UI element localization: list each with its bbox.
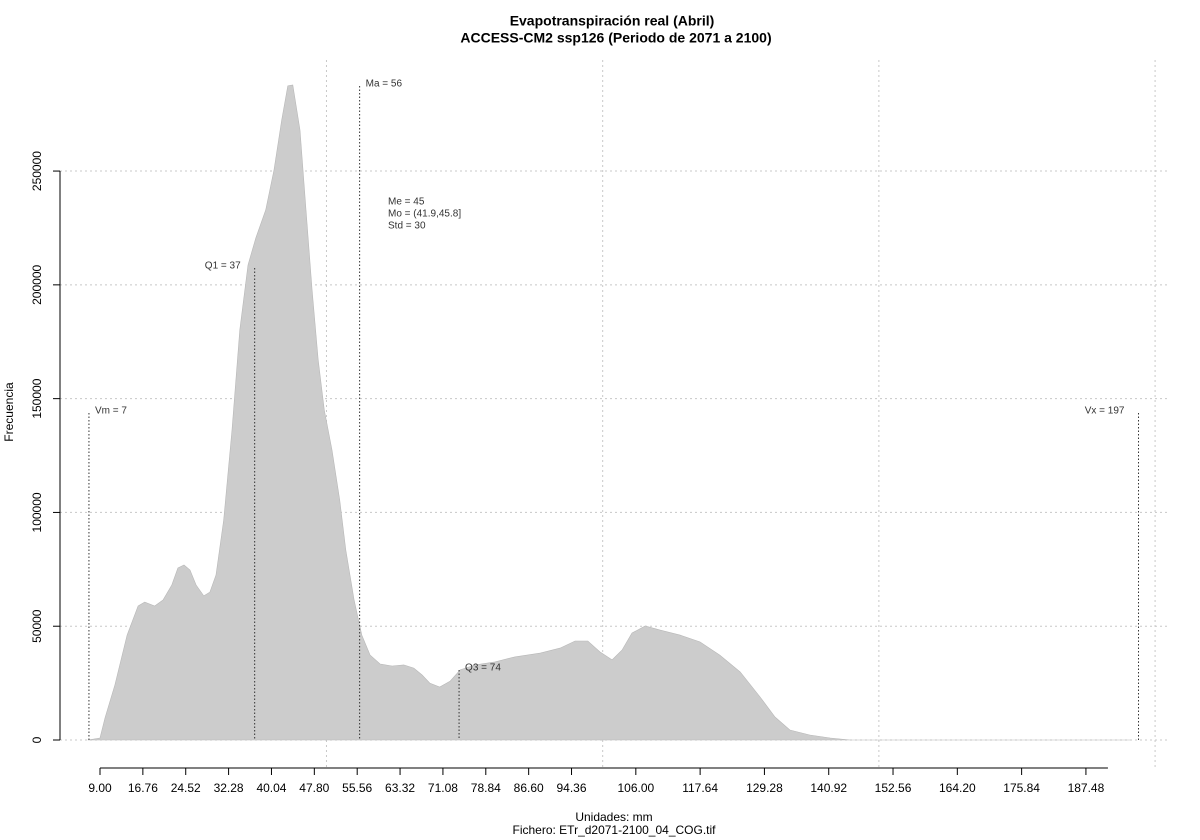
y-tick-label: 0 — [30, 736, 44, 743]
x-tick-label: 78.84 — [471, 781, 501, 795]
y-axis-label: Frecuencia — [2, 382, 16, 442]
x-tick-label: 152.56 — [875, 781, 912, 795]
chart-subtitle: ACCESS-CM2 ssp126 (Periodo de 2071 a 210… — [460, 30, 771, 46]
x-tick-label: 187.48 — [1068, 781, 1105, 795]
chart-title: Evapotranspiración real (Abril) — [510, 13, 715, 29]
x-tick-label: 47.80 — [299, 781, 329, 795]
x-tick-label: 164.20 — [939, 781, 976, 795]
x-tick-label: 40.04 — [256, 781, 286, 795]
annotation-label: Q1 = 37 — [205, 261, 241, 272]
x-tick-label: 16.76 — [128, 781, 158, 795]
y-tick-label: 250000 — [30, 151, 44, 191]
y-tick-label: 50000 — [30, 609, 44, 643]
x-tick-label: 32.28 — [214, 781, 244, 795]
area — [87, 84, 1131, 741]
annotation-label: Ma = 56 — [366, 79, 403, 90]
x-tick-label: 175.84 — [1003, 781, 1040, 795]
annotation-label: Vx = 197 — [1085, 406, 1125, 417]
y-tick-label: 150000 — [30, 378, 44, 418]
annotation-label: Vm = 7 — [95, 406, 127, 417]
caption: Fichero: ETr_d2071-2100_04_COG.tif — [513, 823, 717, 837]
x-tick-label: 71.08 — [428, 781, 458, 795]
x-axis-label: Unidades: mm — [575, 810, 652, 824]
stat-label: Std = 30 — [388, 221, 426, 232]
x-tick-label: 24.52 — [171, 781, 201, 795]
x-tick-label: 86.60 — [514, 781, 544, 795]
x-tick-label: 55.56 — [342, 781, 372, 795]
x-tick-label: 94.36 — [557, 781, 587, 795]
annotation-label: Q3 = 74 — [465, 663, 501, 674]
stat-label: Mo = (41.9,45.8] — [388, 209, 461, 220]
x-tick-label: 9.00 — [88, 781, 112, 795]
x-tick-label: 140.92 — [810, 781, 847, 795]
stat-label: Me = 45 — [388, 197, 425, 208]
y-tick-label: 200000 — [30, 265, 44, 305]
x-tick-label: 106.00 — [617, 781, 654, 795]
y-tick-label: 100000 — [30, 492, 44, 532]
x-tick-label: 63.32 — [385, 781, 415, 795]
x-tick-label: 117.64 — [682, 781, 718, 795]
x-tick-label: 129.28 — [746, 781, 783, 795]
